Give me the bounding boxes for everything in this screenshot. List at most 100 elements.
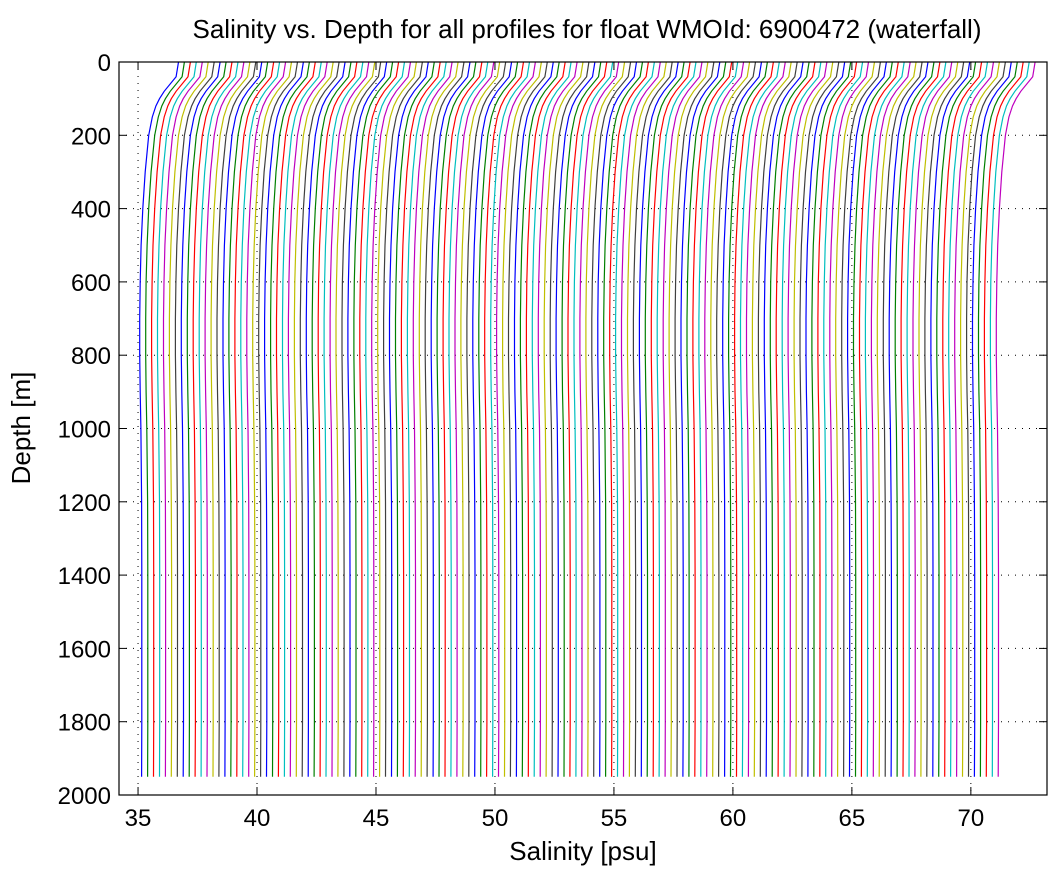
profile-line bbox=[817, 61, 858, 777]
profile-line bbox=[591, 61, 632, 777]
y-tick-label: 400 bbox=[71, 197, 111, 224]
profile-line bbox=[519, 61, 560, 777]
profile-line bbox=[799, 61, 840, 777]
profile-line bbox=[614, 61, 655, 777]
x-tick-label: 50 bbox=[482, 805, 509, 832]
profile-line bbox=[751, 61, 792, 777]
x-tick-label: 45 bbox=[363, 805, 390, 832]
profile-line bbox=[585, 61, 626, 777]
profile-line bbox=[216, 61, 257, 777]
profile-line bbox=[650, 61, 691, 777]
profile-line bbox=[507, 61, 548, 777]
chart-title: Salinity vs. Depth for all profiles for … bbox=[193, 14, 982, 44]
profile-line bbox=[162, 61, 203, 777]
profile-line bbox=[704, 61, 745, 777]
profile-line bbox=[656, 61, 697, 777]
profile-line bbox=[894, 61, 935, 777]
profile-line bbox=[858, 61, 899, 777]
profile-line bbox=[513, 61, 554, 777]
profile-line bbox=[644, 61, 685, 777]
profile-line bbox=[270, 61, 310, 777]
profile-line bbox=[531, 61, 572, 777]
profile-line bbox=[727, 61, 768, 777]
profile-line bbox=[549, 61, 590, 777]
profile-line bbox=[668, 61, 709, 777]
x-tick-label: 65 bbox=[839, 805, 866, 832]
profile-line bbox=[496, 61, 536, 777]
profile-line bbox=[561, 61, 602, 777]
x-tick-label: 55 bbox=[601, 805, 628, 832]
profile-line bbox=[365, 61, 406, 777]
profile-line bbox=[870, 61, 911, 777]
profile-line bbox=[995, 61, 1036, 777]
profile-line bbox=[924, 61, 965, 777]
profile-line bbox=[959, 61, 1000, 777]
profile-line bbox=[745, 61, 786, 777]
profile-line bbox=[573, 61, 614, 777]
profile-line bbox=[299, 61, 340, 777]
profile-line bbox=[472, 61, 513, 777]
x-tick-label: 35 bbox=[125, 805, 152, 832]
profile-line bbox=[781, 61, 822, 777]
profile-line bbox=[977, 61, 1018, 777]
profile-line bbox=[846, 61, 887, 777]
profile-line bbox=[620, 61, 661, 777]
y-tick-label: 1200 bbox=[58, 490, 111, 517]
profile-line bbox=[698, 61, 739, 777]
profile-line bbox=[864, 61, 905, 777]
profile-line bbox=[406, 61, 447, 777]
profile-line bbox=[359, 61, 400, 777]
profile-line bbox=[323, 61, 364, 777]
profile-line bbox=[502, 61, 542, 777]
profile-line bbox=[722, 61, 763, 777]
y-tick-label: 800 bbox=[71, 343, 111, 370]
profile-line bbox=[400, 61, 441, 777]
y-tick-label: 1000 bbox=[58, 417, 111, 444]
profile-line bbox=[264, 61, 304, 777]
profile-line bbox=[793, 61, 834, 777]
y-tick-label: 0 bbox=[98, 50, 111, 77]
profile-line bbox=[454, 61, 495, 777]
profile-line bbox=[954, 61, 995, 777]
profile-line bbox=[632, 61, 673, 777]
profile-line bbox=[168, 61, 209, 777]
x-tick-label: 40 bbox=[244, 805, 271, 832]
profile-line bbox=[662, 61, 703, 777]
profile-line bbox=[258, 61, 299, 777]
profile-line bbox=[971, 61, 1012, 777]
profile-line bbox=[787, 61, 828, 777]
profile-line bbox=[829, 61, 870, 777]
profile-line bbox=[377, 61, 417, 777]
profile-line bbox=[763, 61, 804, 777]
profile-line bbox=[412, 61, 453, 777]
profile-line bbox=[460, 61, 501, 777]
profile-line bbox=[900, 61, 941, 777]
profile-line bbox=[680, 61, 721, 777]
profile-line bbox=[388, 61, 429, 777]
profile-line bbox=[139, 61, 180, 777]
profile-line bbox=[805, 61, 846, 777]
profile-line bbox=[418, 61, 459, 777]
profile-line bbox=[275, 61, 316, 777]
profile-line bbox=[686, 61, 727, 777]
profile-line bbox=[823, 61, 864, 777]
profile-line bbox=[394, 61, 435, 777]
profile-line bbox=[757, 61, 798, 777]
profile-line bbox=[555, 61, 596, 777]
profile-line bbox=[353, 61, 394, 777]
profile-line bbox=[448, 61, 489, 777]
profile-line bbox=[210, 61, 251, 777]
profile-line bbox=[579, 61, 620, 777]
profile-line bbox=[293, 61, 334, 777]
profile-line bbox=[240, 61, 281, 777]
profile-line bbox=[983, 61, 1024, 777]
y-tick-label: 1800 bbox=[58, 710, 111, 737]
profile-line bbox=[710, 61, 751, 777]
x-tick-label: 70 bbox=[958, 805, 985, 832]
profile-line bbox=[156, 61, 197, 777]
profile-line bbox=[198, 61, 239, 777]
profile-line bbox=[769, 61, 810, 777]
profile-line bbox=[775, 61, 816, 777]
profile-line bbox=[186, 61, 227, 777]
